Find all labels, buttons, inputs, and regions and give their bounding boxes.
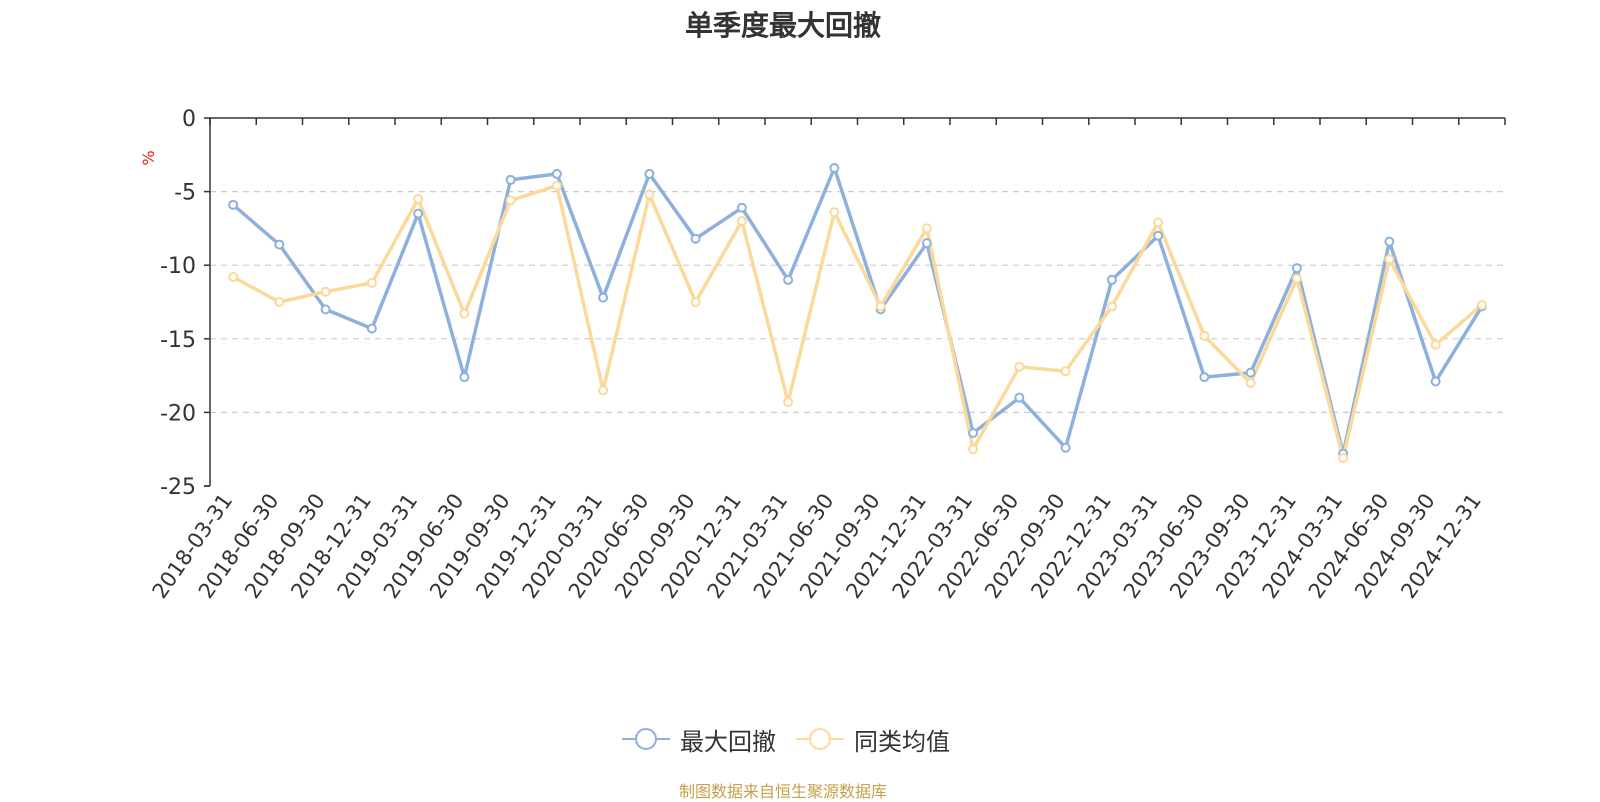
data-point — [505, 174, 516, 185]
data-point — [1153, 230, 1164, 241]
data-point — [1014, 361, 1025, 372]
y-tick-label: -15 — [160, 328, 196, 353]
data-point — [274, 297, 285, 307]
data-point — [1199, 372, 1210, 383]
data-point — [598, 385, 609, 396]
data-point — [1384, 236, 1395, 247]
data-point — [1199, 330, 1210, 341]
data-point — [736, 202, 747, 213]
data-point — [690, 297, 701, 307]
data-point — [1106, 301, 1117, 312]
line-chart: 0-5-10-15-20-25%2018-03-312018-06-302018… — [139, 107, 1506, 603]
data-point — [366, 323, 377, 334]
legend-label: 最大回撤 — [680, 727, 776, 756]
data-point — [1060, 366, 1071, 377]
data-point — [320, 286, 331, 297]
legend-line-icon — [622, 728, 670, 750]
series-lines — [228, 163, 1487, 464]
y-tick-label: -10 — [160, 254, 196, 279]
data-point — [968, 428, 979, 439]
data-point — [1153, 217, 1164, 228]
data-point — [736, 216, 747, 227]
data-point — [551, 180, 562, 191]
data-point — [1291, 273, 1302, 284]
legend-label: 同类均值 — [854, 727, 950, 756]
data-point — [459, 308, 470, 319]
data-point — [1338, 453, 1349, 464]
data-point — [505, 195, 516, 206]
y-tick-label: -5 — [174, 181, 196, 206]
data-point — [783, 397, 794, 408]
grid-lines — [210, 191, 1505, 413]
source-note: 制图数据来自恒生聚源数据库 — [678, 782, 887, 801]
data-point — [598, 292, 609, 303]
legend-item-peer-average[interactable]: 同类均值 — [796, 722, 950, 756]
data-point — [459, 372, 470, 383]
data-point — [1291, 263, 1302, 274]
y-axis-unit-label: % — [139, 150, 158, 165]
data-point — [1106, 274, 1117, 285]
axes: 0-5-10-15-20-25%2018-03-312018-06-302018… — [139, 107, 1506, 603]
data-point — [413, 193, 424, 204]
legend-line-icon — [796, 728, 844, 750]
data-point — [690, 233, 701, 244]
data-point — [783, 274, 794, 285]
y-tick-label: -25 — [160, 475, 196, 500]
data-point — [413, 208, 424, 219]
data-point — [320, 304, 331, 315]
data-point — [1245, 367, 1256, 378]
data-point — [644, 189, 655, 200]
data-point — [829, 207, 840, 218]
data-point — [1430, 376, 1441, 387]
legend: 最大回撤 同类均值 — [0, 722, 1566, 756]
data-point — [921, 238, 932, 249]
data-point — [829, 163, 840, 174]
chart-title: 单季度最大回撤 — [684, 9, 881, 42]
data-point — [921, 223, 932, 234]
y-tick-label: -20 — [160, 401, 196, 426]
data-point — [644, 168, 655, 179]
data-point — [228, 199, 239, 210]
data-point — [1014, 392, 1025, 403]
series-line — [232, 183, 1484, 460]
data-point — [875, 301, 886, 312]
y-tick-label: 0 — [182, 107, 196, 132]
data-point — [1476, 299, 1487, 310]
legend-item-max-drawdown[interactable]: 最大回撤 — [622, 722, 776, 756]
data-point — [968, 444, 979, 455]
data-point — [1245, 377, 1256, 388]
data-point — [228, 271, 239, 282]
data-point — [551, 168, 562, 179]
data-point — [1060, 442, 1071, 453]
data-point — [1384, 254, 1395, 265]
data-point — [366, 277, 377, 288]
series-line — [231, 166, 1484, 456]
data-point — [274, 239, 285, 250]
data-point — [1430, 339, 1441, 350]
